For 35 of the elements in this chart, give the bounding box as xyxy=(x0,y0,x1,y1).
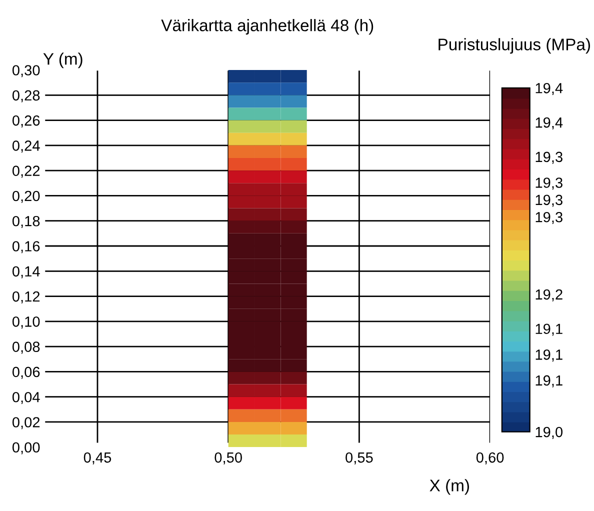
y-axis-title: Y (m) xyxy=(43,52,82,68)
y-tick-label: 0,08 xyxy=(12,342,40,354)
y-tick-label: 0,30 xyxy=(12,65,40,78)
y-tick-label: 0,04 xyxy=(12,392,40,404)
y-tick-label: 0,00 xyxy=(12,442,40,454)
y-tick-label: 0,26 xyxy=(12,115,40,128)
color-bar-title: Puristuslujuus (MPa) xyxy=(438,38,590,54)
color-bar-label: 19,0 xyxy=(536,426,563,439)
x-tick-label: 0,50 xyxy=(214,452,242,464)
x-tick-label: 0,60 xyxy=(476,452,504,464)
x-tick-label: 0,45 xyxy=(84,452,112,464)
y-tick-label: 0,10 xyxy=(12,316,40,329)
y-tick-label: 0,20 xyxy=(12,190,40,203)
x-axis-title: X (m) xyxy=(430,479,469,495)
chart-title: Värikartta ajanhetkellä 48 (h) xyxy=(161,19,374,35)
y-tick-label: 0,14 xyxy=(12,266,40,278)
y-tick-label: 0,16 xyxy=(12,241,40,254)
x-tick-label: 0,55 xyxy=(346,452,373,464)
color-bar-label: 19,3 xyxy=(536,178,562,190)
color-bar-label: 19,3 xyxy=(536,194,562,207)
y-tick-label: 0,06 xyxy=(12,366,40,379)
color-bar-label: 19,2 xyxy=(536,289,562,302)
y-tick-label: 0,22 xyxy=(12,166,40,178)
y-tick-label: 0,02 xyxy=(12,417,40,430)
color-bar-label: 19,1 xyxy=(536,324,562,336)
color-bar-label: 19,3 xyxy=(536,212,562,224)
color-bar-label: 19,1 xyxy=(536,375,562,388)
color-bar-label: 19,4 xyxy=(536,117,563,130)
y-tick-label: 0,28 xyxy=(12,90,40,102)
color-bar-label: 19,3 xyxy=(536,152,562,164)
y-tick-label: 0,12 xyxy=(12,291,40,304)
color-bar-label: 19,4 xyxy=(536,82,563,96)
y-tick-label: 0,24 xyxy=(12,140,40,153)
color-bar-label: 19,1 xyxy=(536,350,562,362)
y-tick-label: 0,18 xyxy=(12,216,40,228)
